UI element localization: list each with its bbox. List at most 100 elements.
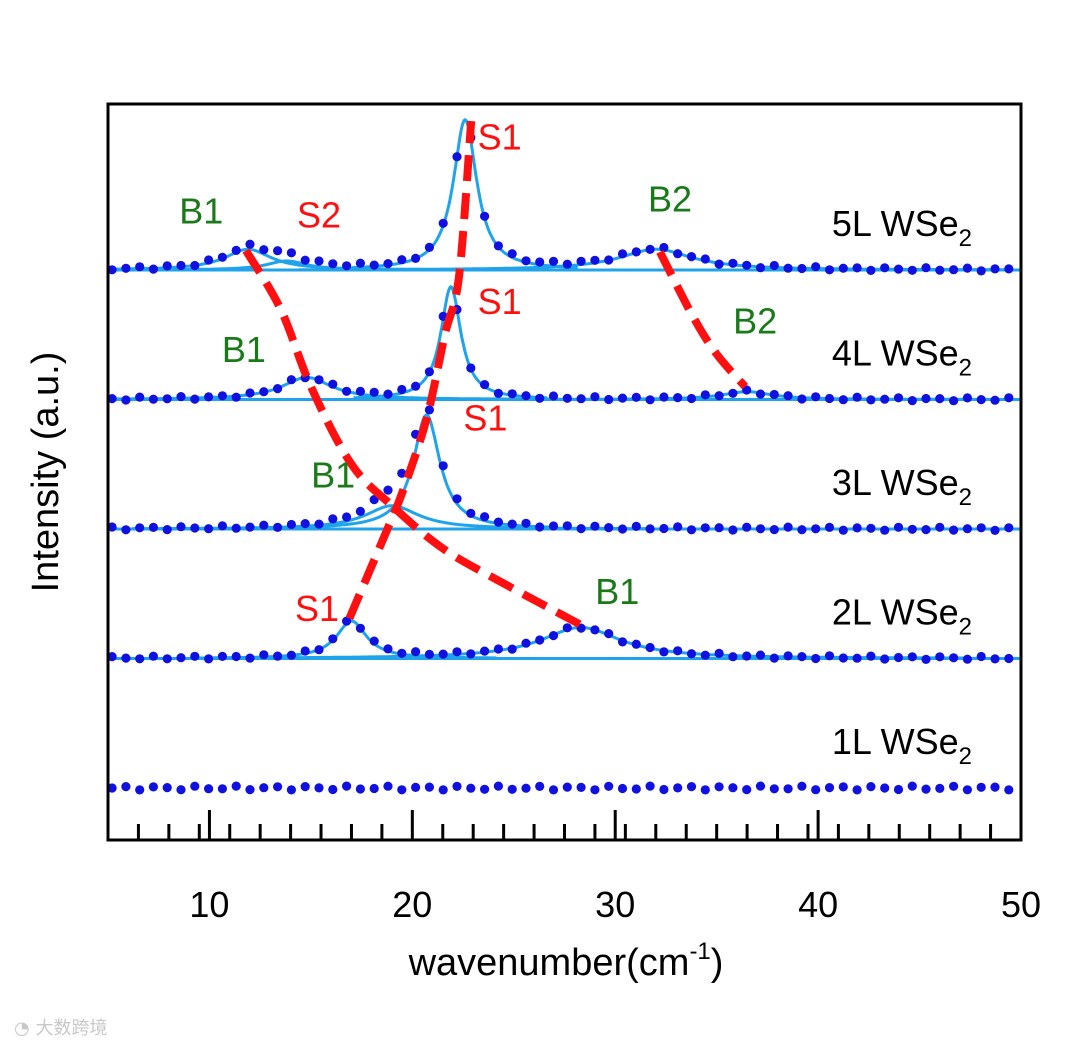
data-point — [617, 393, 628, 403]
data-point — [811, 653, 821, 664]
data-point — [686, 252, 697, 262]
data-point — [424, 367, 434, 377]
data-point — [1004, 653, 1014, 664]
data-point — [300, 519, 310, 529]
data-point — [424, 649, 434, 660]
data-point — [397, 384, 407, 395]
data-point — [590, 392, 600, 402]
data-point — [548, 521, 559, 531]
data-point — [990, 264, 1000, 274]
data-point — [217, 252, 227, 262]
data-point — [838, 653, 848, 663]
x-axis-label-base: wavenumber(cm — [408, 942, 690, 984]
data-point — [562, 259, 572, 269]
data-point — [342, 781, 352, 791]
data-point — [962, 393, 973, 403]
data-point — [700, 523, 710, 533]
data-point — [714, 648, 724, 659]
data-point — [286, 650, 296, 660]
data-point — [562, 393, 572, 403]
data-point — [204, 255, 214, 265]
data-point — [148, 264, 158, 274]
data-point — [562, 521, 572, 531]
data-point — [949, 525, 959, 535]
data-point — [590, 521, 600, 531]
data-point — [797, 652, 807, 662]
data-point — [604, 523, 614, 533]
data-point — [176, 392, 186, 402]
data-point — [935, 522, 945, 532]
data-point — [355, 623, 365, 633]
data-point — [811, 262, 821, 272]
data-point — [893, 393, 904, 403]
series-label: 3L WSe2 — [832, 462, 972, 511]
data-point — [162, 261, 172, 271]
data-point — [1004, 264, 1014, 274]
data-point — [590, 625, 600, 635]
data-point — [604, 255, 614, 265]
data-point — [976, 782, 986, 792]
data-point — [921, 654, 931, 665]
data-point — [369, 636, 379, 646]
data-point — [700, 785, 710, 795]
data-point — [231, 523, 241, 533]
peak-label-S1: S1 — [463, 398, 507, 439]
data-point — [217, 391, 227, 401]
data-point — [480, 646, 490, 656]
data-point — [590, 255, 600, 265]
data-point — [824, 522, 835, 533]
watermark-text: 大数跨境 — [35, 1018, 108, 1039]
data-point — [397, 255, 407, 265]
data-point — [438, 649, 448, 659]
peak-labels-group: S1 B1 S2 B2 S1 B1 B2 S1 B1 S1 B1 — [179, 117, 777, 629]
guide-line-2 — [242, 248, 583, 629]
data-point — [893, 652, 904, 663]
data-point — [217, 521, 227, 531]
data-point — [438, 218, 448, 228]
data-point — [480, 211, 490, 221]
data-point — [286, 519, 296, 530]
data-point — [273, 384, 283, 394]
data-point — [369, 260, 379, 270]
data-point — [617, 637, 628, 647]
data-point — [686, 525, 697, 535]
data-point — [342, 261, 352, 271]
data-point — [645, 244, 655, 254]
data-point — [411, 381, 421, 391]
data-point — [328, 634, 338, 644]
data-point — [535, 635, 545, 645]
data-point — [907, 652, 917, 662]
data-point — [907, 781, 917, 791]
x-axis-label-sup: -1 — [689, 938, 710, 965]
data-point — [121, 263, 131, 273]
series-label-sub: 2 — [959, 355, 972, 382]
data-point — [135, 262, 145, 272]
data-point — [162, 783, 172, 793]
data-point — [1004, 785, 1014, 795]
data-point — [231, 781, 241, 791]
data-point — [176, 653, 186, 663]
data-point — [880, 525, 890, 535]
series-label-base: 4L WSe — [832, 333, 959, 374]
data-point — [190, 260, 200, 271]
data-point — [273, 522, 283, 533]
data-point — [314, 519, 324, 529]
data-point — [259, 387, 269, 397]
data-point — [866, 395, 876, 405]
data-point — [231, 392, 241, 402]
x-axis-label-end: ) — [711, 942, 724, 984]
data-point — [245, 785, 255, 795]
data-point — [617, 524, 628, 534]
data-point — [383, 644, 393, 654]
data-point — [576, 256, 586, 266]
data-point — [328, 514, 338, 524]
data-point — [507, 249, 517, 259]
data-point — [990, 395, 1000, 405]
data-point — [245, 388, 255, 398]
data-point — [286, 375, 296, 385]
data-point — [659, 647, 669, 657]
data-point — [135, 785, 145, 795]
data-point — [824, 651, 835, 661]
data-point — [314, 375, 324, 385]
